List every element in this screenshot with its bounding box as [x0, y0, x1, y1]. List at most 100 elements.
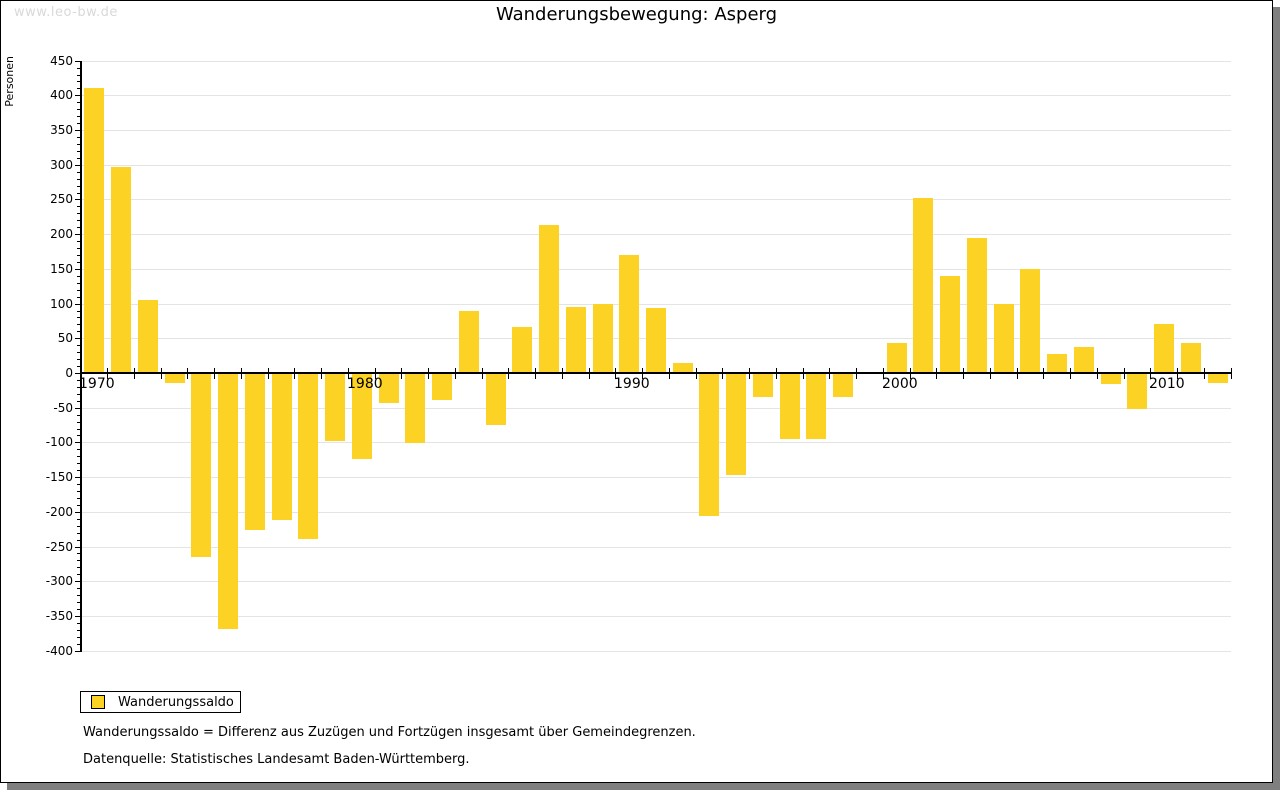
bar-2002 — [940, 276, 960, 373]
y-axis-label-150: 150 — [50, 262, 73, 276]
y-tick-10 — [77, 366, 80, 367]
y-tick-170 — [77, 255, 80, 256]
y-tick-210 — [77, 227, 80, 228]
y-tick--90 — [77, 435, 80, 436]
y-tick--230 — [77, 533, 80, 534]
y-tick--20 — [77, 387, 80, 388]
y-tick-30 — [77, 352, 80, 353]
y-tick--150 — [75, 477, 80, 478]
y-tick--240 — [77, 540, 80, 541]
y-tick-270 — [77, 186, 80, 187]
y-axis-line — [80, 61, 82, 652]
y-axis-label-350: 350 — [50, 123, 73, 137]
y-tick--260 — [77, 553, 80, 554]
x-axis-line — [80, 372, 1231, 374]
y-axis-label-200: 200 — [50, 227, 73, 241]
legend-label: Wanderungssaldo — [118, 694, 234, 710]
bar-1982 — [405, 374, 425, 443]
bar-2011 — [1181, 343, 1201, 373]
bar-2000 — [887, 343, 907, 373]
y-axis-label-0: 0 — [65, 366, 73, 380]
y-axis-label--250: -250 — [45, 540, 73, 554]
x-axis-label-2000: 2000 — [882, 376, 918, 392]
x-axis-label-1980: 1980 — [347, 376, 383, 392]
bar-1980 — [352, 374, 372, 459]
bar-1972 — [138, 300, 158, 373]
y-tick--390 — [77, 644, 80, 645]
gridline--200 — [81, 512, 1231, 513]
gridline--350 — [81, 616, 1231, 617]
y-tick-280 — [77, 179, 80, 180]
bar-1994 — [726, 374, 746, 475]
bar-2008 — [1101, 374, 1121, 384]
legend-swatch-icon — [91, 695, 105, 709]
y-tick--380 — [77, 637, 80, 638]
bar-1992 — [673, 363, 693, 373]
y-tick-430 — [77, 75, 80, 76]
y-tick-90 — [77, 311, 80, 312]
y-tick-120 — [77, 290, 80, 291]
gridline-300 — [81, 165, 1231, 166]
bar-1987 — [539, 225, 559, 373]
y-tick-150 — [75, 269, 80, 270]
y-tick-440 — [77, 68, 80, 69]
gridline-150 — [81, 269, 1231, 270]
chart-title: Wanderungsbewegung: Asperg — [495, 4, 778, 25]
y-axis-label-400: 400 — [50, 88, 73, 102]
x-axis-label-1990: 1990 — [614, 376, 650, 392]
y-tick-230 — [77, 213, 80, 214]
y-tick--320 — [77, 595, 80, 596]
y-tick--400 — [75, 651, 80, 652]
bar-2005 — [1020, 269, 1040, 373]
y-tick--270 — [77, 560, 80, 561]
y-axis-label--200: -200 — [45, 505, 73, 519]
watermark: www.leo-bw.de — [14, 5, 118, 20]
y-tick-70 — [77, 324, 80, 325]
y-tick-0 — [75, 373, 80, 374]
bar-1981 — [379, 374, 399, 403]
y-tick--80 — [77, 429, 80, 430]
bar-1996 — [780, 374, 800, 439]
bar-1988 — [566, 307, 586, 373]
bar-1997 — [806, 374, 826, 439]
y-axis-label--100: -100 — [45, 435, 73, 449]
y-tick--250 — [75, 547, 80, 548]
y-tick-350 — [75, 130, 80, 131]
y-axis-label-250: 250 — [50, 192, 73, 206]
y-axis-label--300: -300 — [45, 574, 73, 588]
y-axis-label--150: -150 — [45, 470, 73, 484]
gridline--150 — [81, 477, 1231, 478]
y-tick-250 — [75, 199, 80, 200]
y-tick--280 — [77, 567, 80, 568]
bar-2006 — [1047, 354, 1067, 373]
bar-1974 — [191, 374, 211, 557]
y-tick-290 — [77, 172, 80, 173]
bar-2010 — [1154, 324, 1174, 373]
y-tick--50 — [75, 408, 80, 409]
x-axis-label-2010: 2010 — [1149, 376, 1185, 392]
x-axis-label-1970: 1970 — [79, 376, 115, 392]
y-tick-380 — [77, 109, 80, 110]
y-tick--190 — [77, 505, 80, 506]
y-tick-310 — [77, 158, 80, 159]
y-tick--360 — [77, 623, 80, 624]
y-tick-130 — [77, 283, 80, 284]
y-axis-label--400: -400 — [45, 644, 73, 658]
y-tick-260 — [77, 193, 80, 194]
footnote-definition: Wanderungssaldo = Differenz aus Zuzügen … — [83, 725, 696, 740]
bar-1986 — [512, 327, 532, 373]
y-tick-40 — [77, 345, 80, 346]
y-tick-300 — [75, 165, 80, 166]
y-tick--30 — [77, 394, 80, 395]
y-tick-340 — [77, 137, 80, 138]
bar-1973 — [165, 374, 185, 383]
bar-1976 — [245, 374, 265, 530]
bar-1979 — [325, 374, 345, 441]
y-tick-60 — [77, 331, 80, 332]
y-tick--350 — [75, 616, 80, 617]
y-tick-360 — [77, 123, 80, 124]
bar-1993 — [699, 374, 719, 516]
y-tick-390 — [77, 102, 80, 103]
y-tick-190 — [77, 241, 80, 242]
bar-1991 — [646, 308, 666, 373]
